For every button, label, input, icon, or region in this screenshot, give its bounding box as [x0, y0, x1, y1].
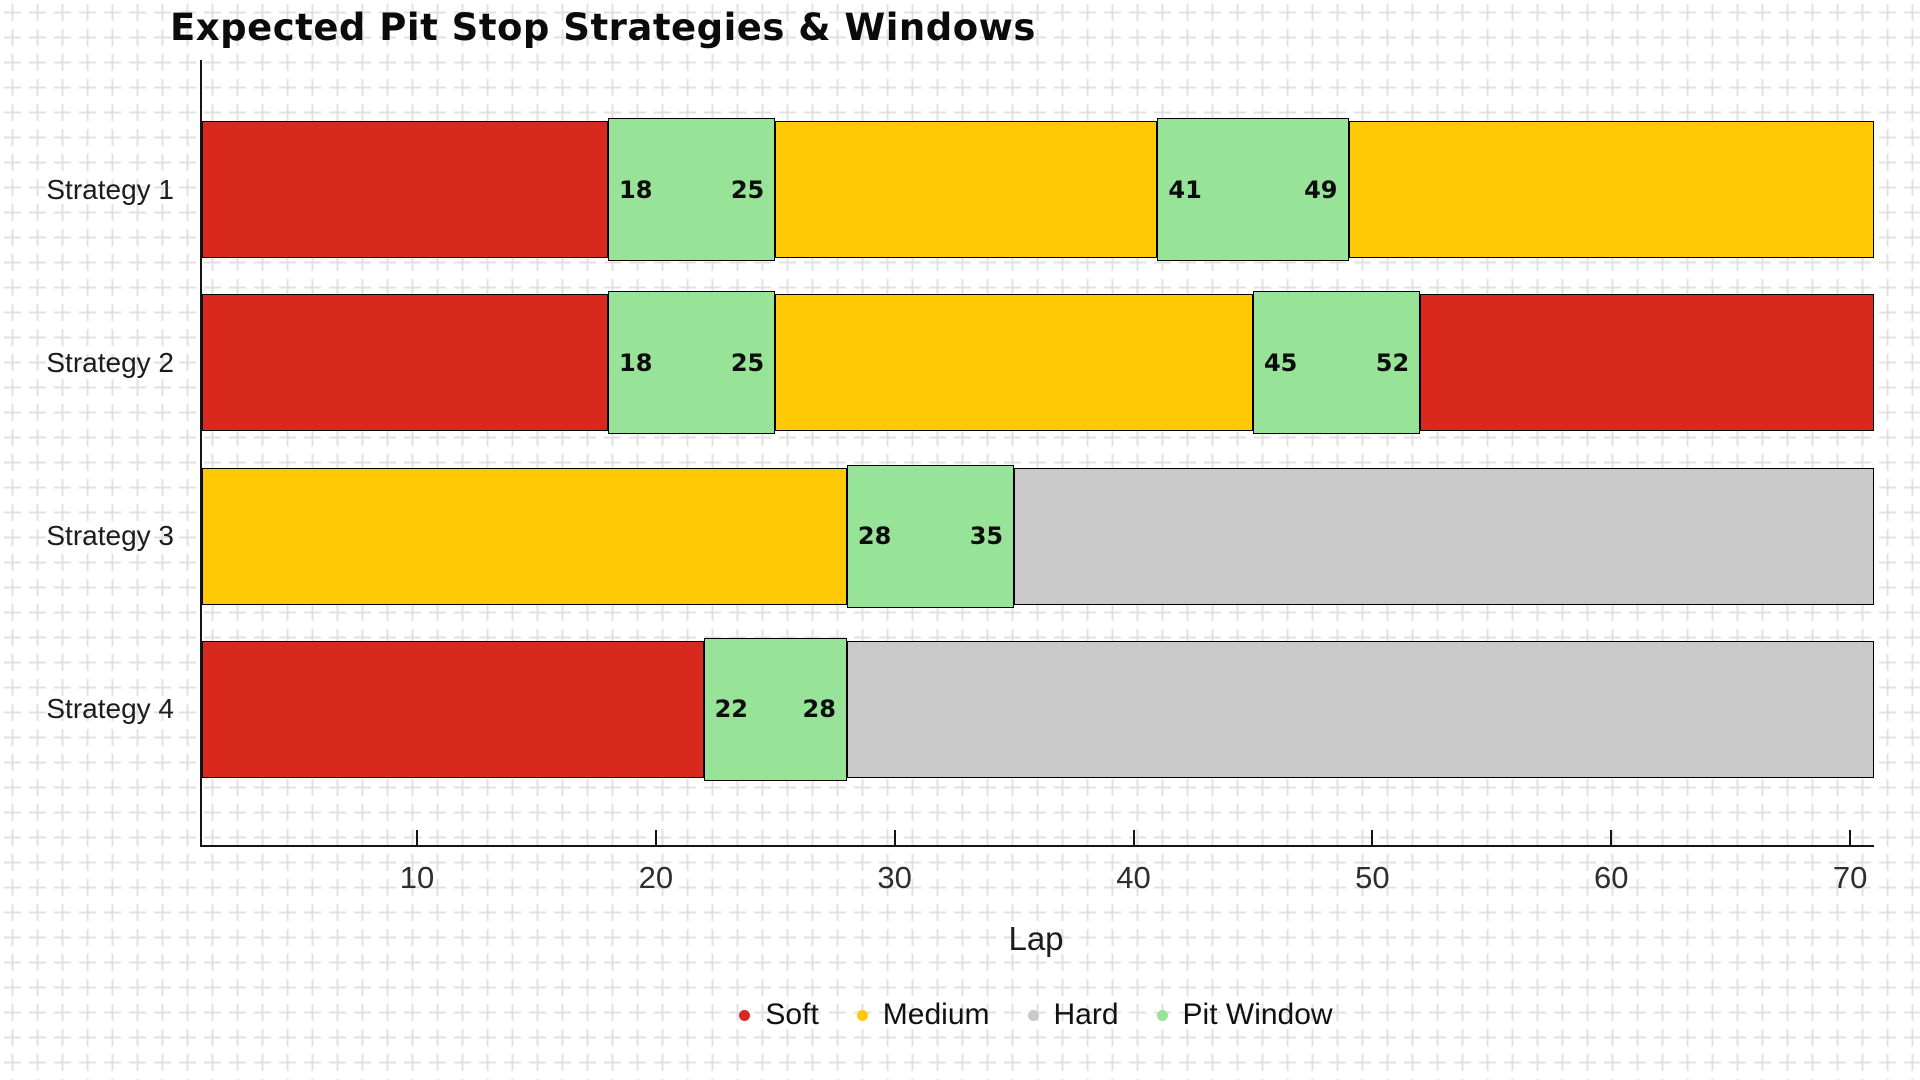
- segment-pit-window: 28 35: [846, 464, 1015, 608]
- segment-soft: [202, 294, 609, 432]
- x-tick-mark: [893, 830, 896, 845]
- plot-area: 18 25 41 49 18 25 45 52 28 35 22 28: [200, 60, 1874, 847]
- x-tick-label: 50: [1355, 860, 1390, 895]
- segment-medium: [202, 467, 847, 605]
- hard-legend-dot-icon: [1027, 1009, 1039, 1021]
- pit-window-legend-dot-icon: [1156, 1009, 1168, 1021]
- legend-label: Soft: [765, 998, 819, 1031]
- pit-window-start-lap: 45: [1263, 348, 1298, 377]
- x-tick-mark: [1610, 830, 1613, 845]
- pit-window-start-lap: 22: [714, 695, 748, 724]
- segment-pit-window: 18 25: [608, 118, 776, 261]
- pit-window-end-lap: 28: [802, 695, 836, 724]
- x-tick-mark: [1132, 830, 1135, 845]
- row-label-strategy-3: Strategy 3: [46, 520, 174, 552]
- row-label-strategy-1: Strategy 1: [46, 173, 174, 205]
- x-tick-label: 40: [1116, 860, 1151, 895]
- legend-label: Medium: [882, 998, 990, 1031]
- segment-pit-window: 45 52: [1252, 291, 1421, 435]
- strategy-row: 28 35: [202, 464, 1874, 608]
- legend: Soft Medium Hard Pit Window: [200, 998, 1872, 1032]
- x-tick-mark: [654, 830, 657, 845]
- x-tick-mark: [1371, 830, 1374, 845]
- segment-hard: [846, 640, 1874, 778]
- segment-pit-window: 41 49: [1157, 118, 1349, 261]
- legend-item-pit-window: Pit Window: [1156, 998, 1333, 1032]
- pit-window-end-lap: 25: [730, 348, 765, 377]
- x-tick-label: 10: [399, 860, 435, 895]
- medium-legend-dot-icon: [856, 1009, 868, 1021]
- segment-medium: [775, 294, 1253, 432]
- legend-item-hard: Hard: [1027, 998, 1119, 1032]
- x-tick-mark: [1849, 830, 1852, 845]
- pit-window-end-lap: 52: [1375, 348, 1410, 377]
- chart-title: Expected Pit Stop Strategies & Windows: [170, 6, 1036, 49]
- legend-item-soft: Soft: [739, 998, 819, 1032]
- pit-window-end-lap: 25: [730, 175, 765, 204]
- legend-item-medium: Medium: [856, 998, 990, 1032]
- row-label-strategy-4: Strategy 4: [46, 693, 174, 725]
- row-label-strategy-2: Strategy 2: [46, 346, 174, 378]
- pit-window-end-lap: 35: [969, 522, 1004, 551]
- segment-hard: [1014, 467, 1874, 605]
- soft-legend-dot-icon: [739, 1009, 751, 1021]
- strategy-row: 18 25 41 49: [202, 118, 1874, 261]
- pit-window-start-lap: 18: [619, 175, 653, 204]
- segment-soft: [202, 121, 609, 258]
- segment-soft: [1420, 294, 1874, 432]
- segment-medium: [1348, 121, 1874, 258]
- segment-soft: [202, 640, 704, 778]
- x-axis-title: Lap: [1008, 920, 1064, 957]
- x-tick-label: 60: [1594, 860, 1629, 895]
- strategy-row: 22 28: [202, 637, 1874, 781]
- segment-medium: [775, 121, 1158, 258]
- pit-window-end-lap: 49: [1304, 175, 1338, 204]
- pit-window-start-lap: 18: [619, 348, 653, 377]
- segment-pit-window: 22 28: [703, 637, 847, 781]
- x-tick-label: 20: [638, 860, 674, 895]
- x-tick-label: 30: [877, 860, 912, 895]
- x-tick-mark: [415, 830, 418, 845]
- x-tick-label: 70: [1832, 860, 1868, 895]
- segment-pit-window: 18 25: [608, 291, 776, 435]
- strategy-row: 18 25 45 52: [202, 291, 1874, 435]
- pit-window-start-lap: 41: [1168, 175, 1202, 204]
- legend-label: Pit Window: [1182, 998, 1333, 1031]
- legend-label: Hard: [1053, 998, 1119, 1031]
- pit-window-start-lap: 28: [857, 522, 892, 551]
